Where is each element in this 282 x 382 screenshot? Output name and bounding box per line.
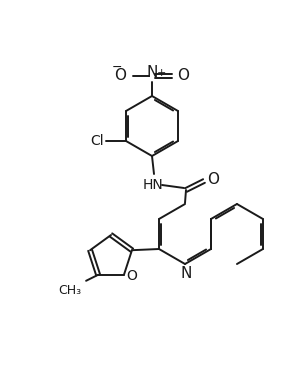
Text: −: − [112,60,122,73]
Text: +: + [157,68,166,78]
Text: O: O [126,269,137,283]
Text: CH₃: CH₃ [58,284,81,297]
Text: Cl: Cl [91,134,104,148]
Text: O: O [114,68,126,83]
Text: HN: HN [143,178,163,192]
Text: N: N [146,65,158,80]
Text: N: N [180,266,192,281]
Text: O: O [207,172,219,186]
Text: O: O [177,68,189,83]
